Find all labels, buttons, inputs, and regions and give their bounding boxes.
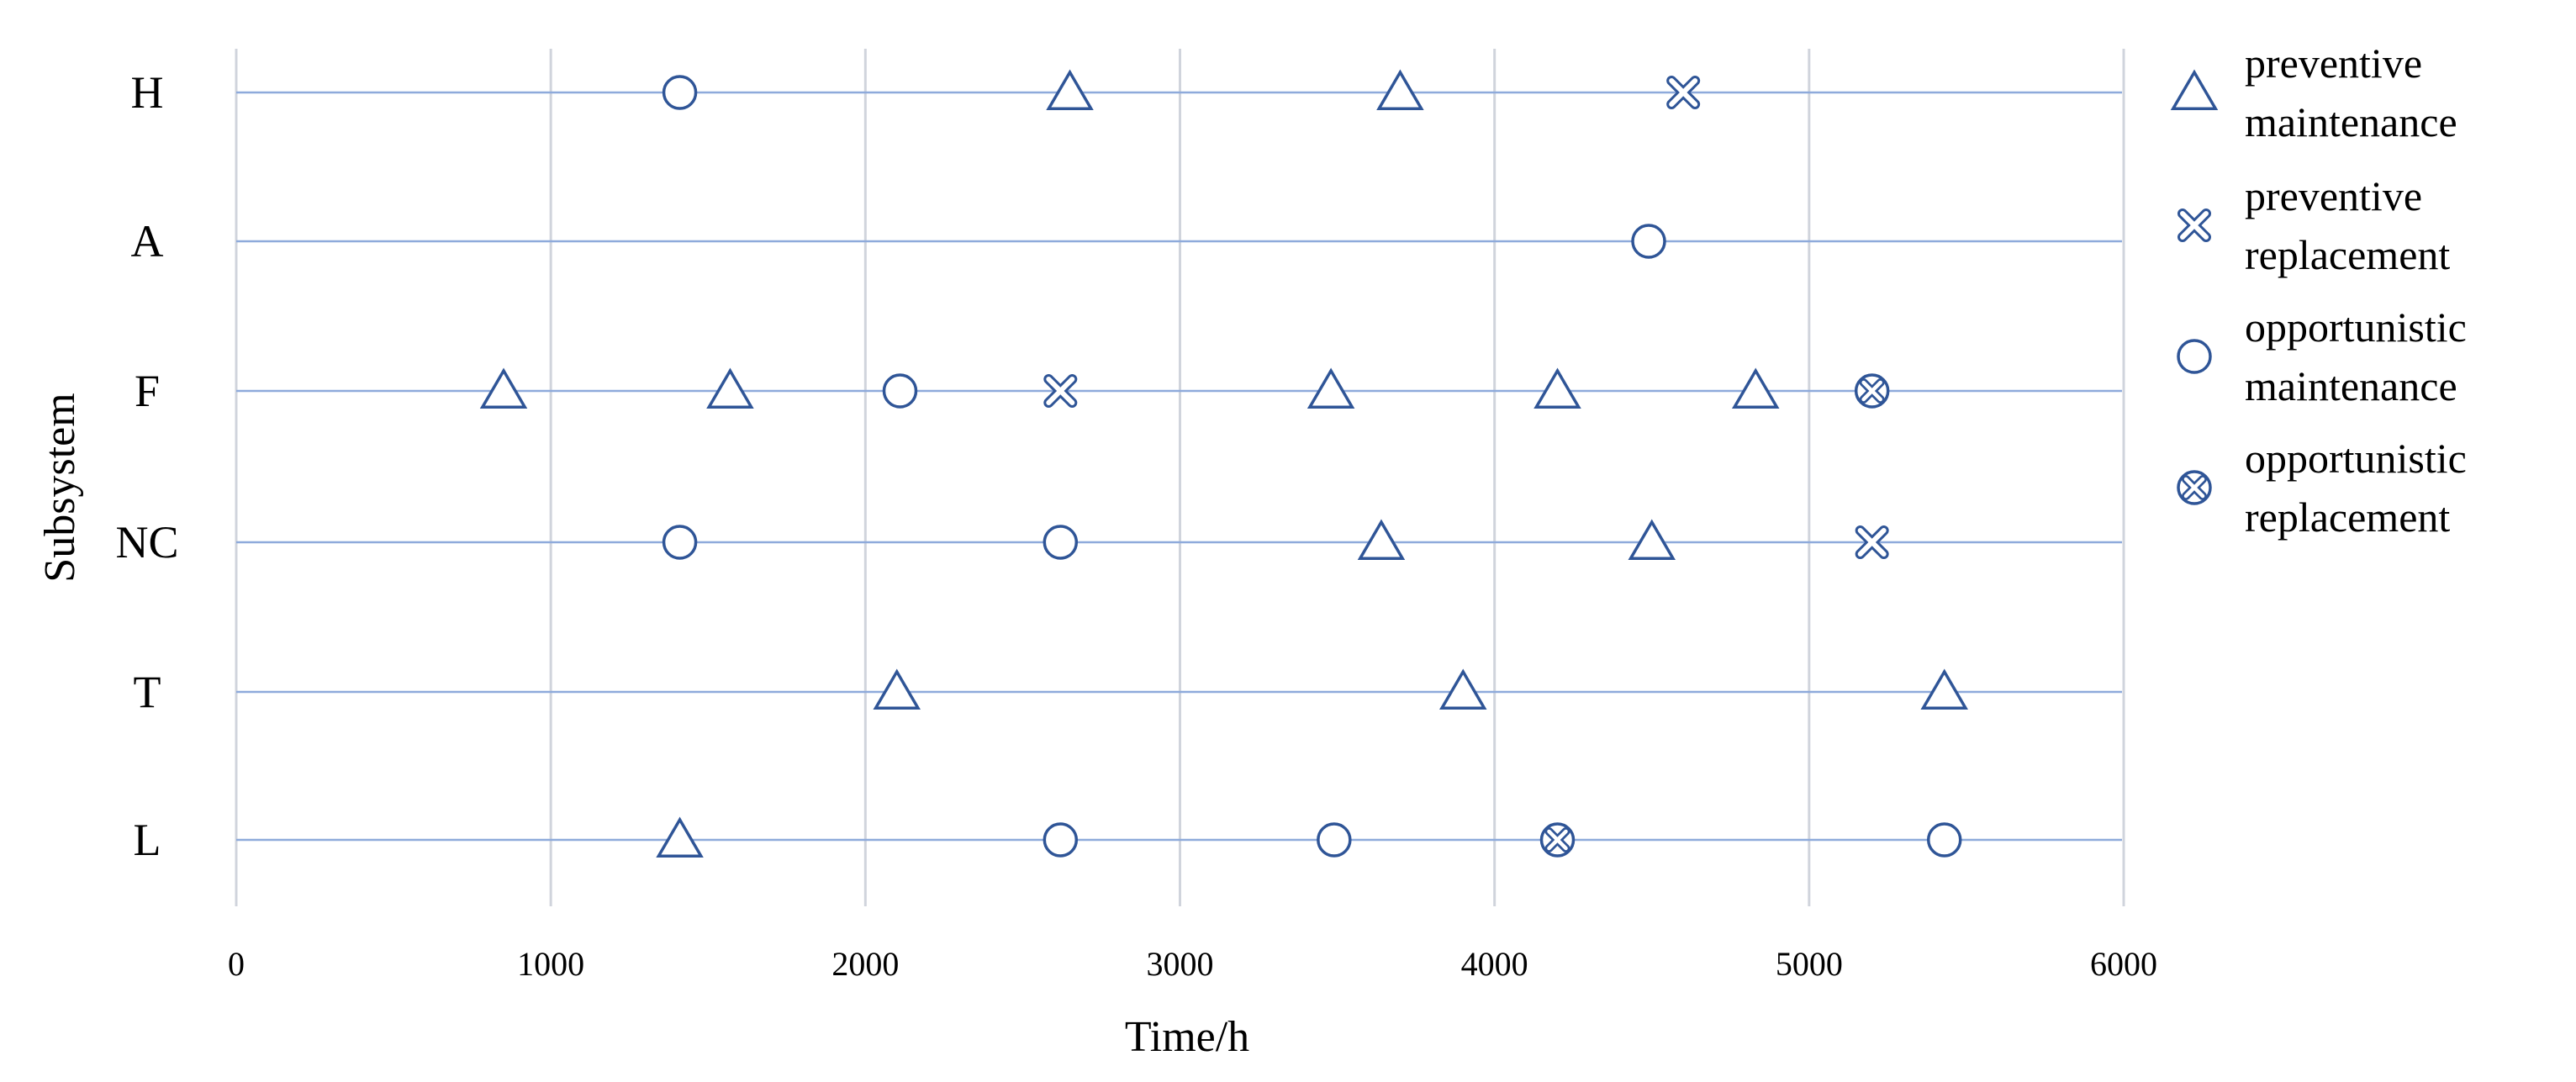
- triangle-marker-h: [1376, 69, 1424, 110]
- x-tick-labels: 0 1000 2000 3000 4000 5000 6000: [228, 945, 2157, 983]
- legend-circle-icon: [2177, 339, 2212, 374]
- circle-marker-h: [662, 75, 698, 110]
- x-tick-label: 2000: [831, 945, 899, 983]
- subsystem-label-a: A: [131, 216, 164, 267]
- event-markers: [479, 69, 1968, 858]
- legend-label-line2: replacement: [2245, 231, 2450, 278]
- x-tick-label: 0: [228, 945, 245, 983]
- triangle-marker-nc: [1357, 519, 1406, 560]
- subsystem-row-lines: [236, 91, 2122, 842]
- subsystem-label-nc: NC: [115, 517, 178, 567]
- legend-label-line1: opportunistic: [2245, 303, 2467, 351]
- legend-label-line1: opportunistic: [2245, 435, 2467, 482]
- legend-label-line2: maintenance: [2245, 362, 2457, 409]
- triangle-marker-t: [873, 668, 921, 710]
- y-axis-title: Subsystem: [36, 393, 84, 582]
- triangle-marker-f: [1306, 367, 1355, 409]
- legend-label-line2: maintenance: [2245, 98, 2457, 145]
- circle-marker-f: [882, 373, 918, 409]
- circle-marker-nc: [662, 525, 698, 560]
- cross-marker-h: [1666, 76, 1701, 109]
- triangle-marker-h: [1046, 69, 1094, 110]
- subsystem-labels: H A F NC T L: [115, 67, 178, 865]
- triangle-marker-f: [1731, 367, 1780, 409]
- subsystem-label-t: T: [134, 667, 161, 717]
- cross-marker-f: [1043, 374, 1078, 408]
- triangle-marker-l: [656, 816, 704, 858]
- legend-label-line1: preventive: [2245, 40, 2422, 87]
- legend-label-line2: replacement: [2245, 493, 2450, 541]
- grid-lines: [235, 49, 2125, 906]
- subsystem-label-l: L: [134, 815, 161, 865]
- subsystem-label-f: F: [135, 366, 160, 416]
- triangle-marker-t: [1439, 668, 1487, 710]
- triangle-marker-f: [706, 367, 754, 409]
- triangle-marker-nc: [1628, 519, 1676, 560]
- x-tick-label: 1000: [517, 945, 584, 983]
- x-axis-title: Time/h: [1125, 1013, 1249, 1061]
- x-tick-label: 5000: [1776, 945, 1843, 983]
- circle-marker-l: [1317, 822, 1352, 858]
- triangle-marker-f: [1533, 367, 1581, 409]
- x-tick-label: 4000: [1461, 945, 1528, 983]
- cross-marker-nc: [1855, 525, 1889, 559]
- circle-marker-nc: [1043, 525, 1079, 560]
- legend-cross-icon: [2177, 208, 2211, 242]
- circle-marker-l: [1043, 822, 1079, 858]
- circle-cross-marker-l: [1539, 822, 1576, 858]
- legend-circle-cross-icon: [2177, 470, 2212, 505]
- triangle-marker-f: [479, 367, 528, 409]
- circle-marker-l: [1926, 822, 1962, 858]
- x-tick-label: 3000: [1147, 945, 1214, 983]
- subsystem-label-h: H: [131, 67, 164, 118]
- triangle-marker-t: [1920, 668, 1968, 710]
- circle-marker-a: [1631, 224, 1666, 259]
- legend-triangle-icon: [2170, 69, 2219, 110]
- x-tick-label: 6000: [2090, 945, 2157, 983]
- legend-label-line1: preventive: [2245, 172, 2422, 219]
- legend: preventive maintenance preventive replaceme…: [2170, 40, 2467, 541]
- circle-cross-marker-f: [1854, 373, 1890, 409]
